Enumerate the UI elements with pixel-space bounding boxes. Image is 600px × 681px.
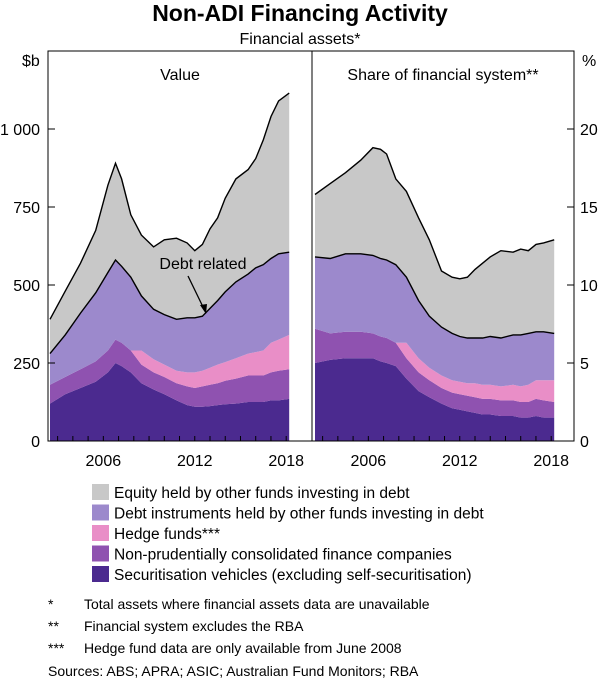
- legend-swatch: [92, 525, 109, 541]
- legend-label: Equity held by other funds investing in …: [114, 485, 410, 502]
- outline-value-4: [49, 251, 290, 355]
- y-right-tick-label: 20: [580, 122, 598, 139]
- debt-related-annotation: Debt related: [159, 256, 246, 273]
- legend-swatch: [92, 566, 109, 582]
- legend-swatch: [92, 504, 109, 521]
- legend-swatch: [92, 545, 109, 562]
- area-share-series-0: [315, 358, 555, 441]
- sources: Sources: ABS; APRA; ASIC; Australian Fun…: [48, 663, 419, 679]
- legend-swatch: [92, 484, 109, 500]
- area-value-series-1: [50, 339, 290, 407]
- area-share-series-1: [315, 328, 555, 418]
- chart-subtitle: Financial assets*: [240, 31, 361, 48]
- y-left-tick-label: 1 000: [0, 122, 40, 139]
- area-share-series-4: [315, 147, 555, 338]
- y-right-tick-label: 5: [580, 356, 589, 373]
- footnotes: * Total assets where financial assets dat…: [48, 596, 430, 656]
- value-panel: [49, 92, 290, 441]
- x-axis: 2006 2012 2018 2006 2012 2018: [57, 436, 569, 470]
- legend-label: Hedge funds***: [114, 526, 220, 543]
- share-panel: [314, 146, 555, 441]
- footnote-text: Financial system excludes the RBA: [84, 618, 304, 634]
- plot-frame: [47, 50, 575, 442]
- panel-title-value: Value: [160, 67, 200, 84]
- y-left-tick-label: 250: [13, 356, 40, 373]
- x-tick-label: 2018: [533, 453, 569, 470]
- y-left-tick-label: 750: [13, 200, 40, 217]
- x-tick-label: 2012: [442, 453, 478, 470]
- area-share-series-3: [315, 253, 555, 387]
- area-share-series-2: [315, 328, 555, 402]
- chart-title: Non-ADI Financing Activity: [152, 0, 448, 26]
- outline-share-4: [314, 253, 555, 339]
- footnote-mark: *: [48, 596, 54, 612]
- panel-title-share: Share of financial system**: [347, 67, 538, 84]
- legend-label: Non-prudentially consolidated finance co…: [114, 547, 452, 564]
- outline-share-5: [314, 146, 555, 280]
- x-tick-label: 2006: [86, 453, 122, 470]
- footnote-mark: ***: [48, 640, 65, 656]
- legend-label: Securitisation vehicles (excluding self-…: [114, 567, 472, 584]
- right-unit-label: %: [582, 53, 596, 70]
- y-left-tick-label: 500: [13, 278, 40, 295]
- footnote-text: Hedge fund data are only available from …: [84, 640, 402, 656]
- left-unit-label: $b: [22, 53, 40, 70]
- legend-label: Debt instruments held by other funds inv…: [114, 506, 484, 523]
- y-right-tick-label: 10: [580, 278, 598, 295]
- area-value-series-0: [50, 363, 290, 441]
- area-value-series-2: [50, 334, 290, 388]
- legend: Equity held by other funds investing in …: [92, 484, 484, 584]
- x-tick-label: 2006: [351, 453, 387, 470]
- outline-value-5: [49, 92, 290, 320]
- y-left-tick-label: 0: [31, 434, 40, 451]
- x-tick-label: 2012: [177, 453, 213, 470]
- y-left-axis: 0 250 500 750 1 000: [0, 122, 55, 451]
- area-value-series-3: [50, 252, 290, 385]
- x-tick-label: 2018: [268, 453, 304, 470]
- y-right-axis: 0 5 10 15 20: [567, 122, 598, 451]
- footnote-mark: **: [48, 618, 59, 634]
- annotation-arrow: [187, 275, 207, 314]
- y-right-tick-label: 15: [580, 200, 598, 217]
- y-right-tick-label: 0: [580, 434, 589, 451]
- footnote-text: Total assets where financial assets data…: [84, 596, 430, 612]
